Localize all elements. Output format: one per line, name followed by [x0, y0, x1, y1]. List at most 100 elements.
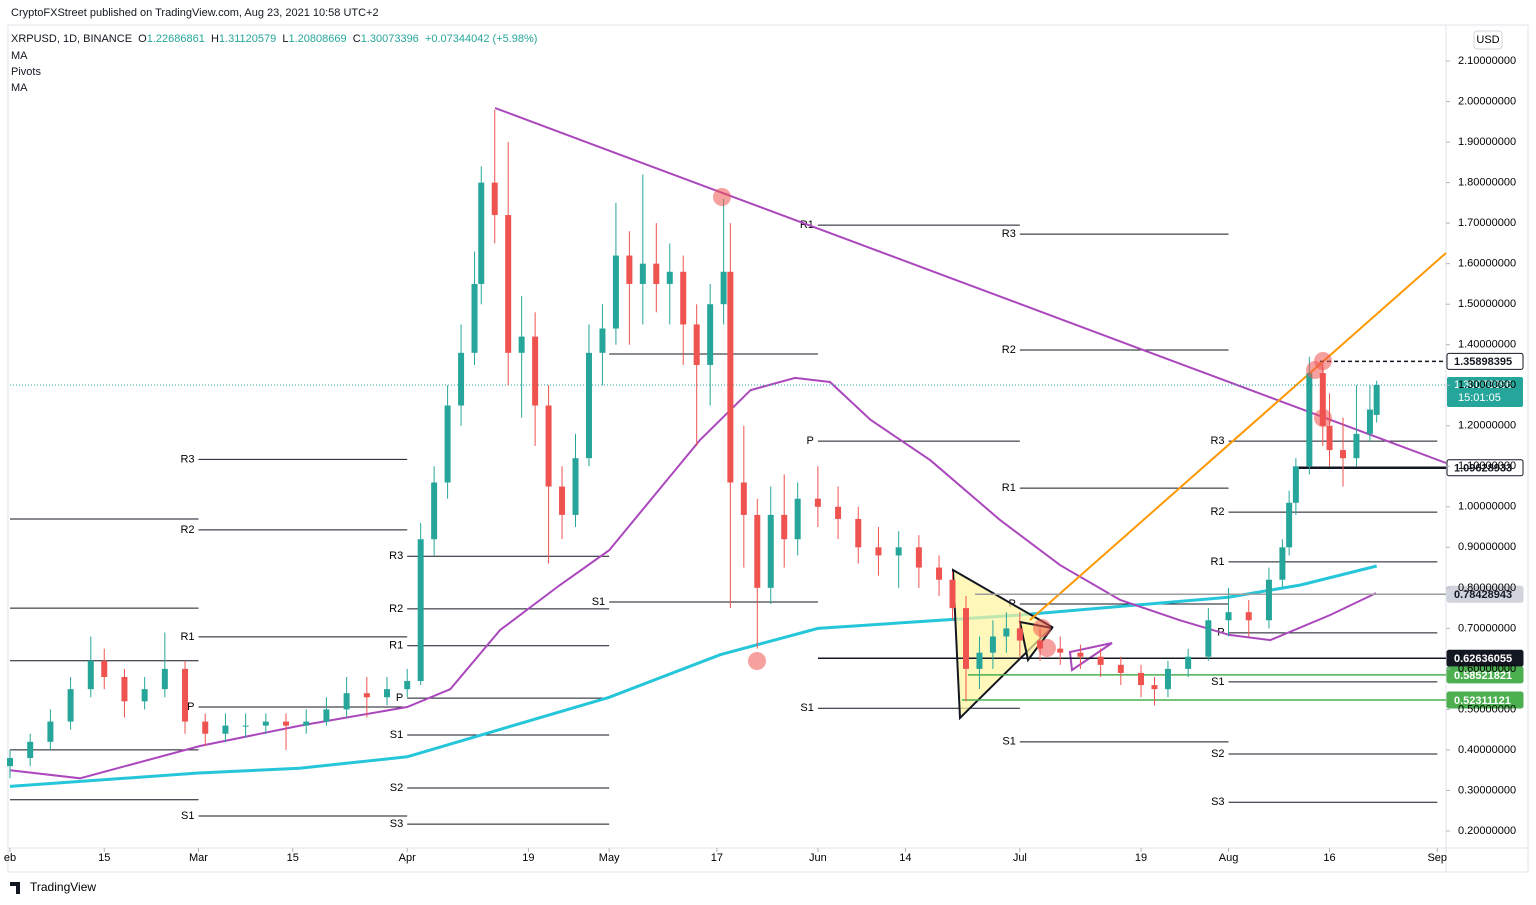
y-tick-label: 0.30000000 — [1458, 784, 1516, 796]
x-tick-label: Jun — [809, 852, 827, 864]
x-tick-label: Jul — [1013, 852, 1027, 864]
candle-body — [1265, 579, 1272, 621]
highlight — [1314, 352, 1332, 370]
candle-body — [680, 271, 687, 325]
pivot-label: R2 — [389, 603, 403, 615]
countdown: 15:01:05 — [1458, 392, 1501, 404]
symbol: XRPUSD, 1D, BINANCE — [11, 33, 133, 45]
x-tick-label: May — [599, 852, 620, 864]
pivot-label: S2 — [1211, 748, 1224, 760]
highlight — [1033, 619, 1051, 637]
ohlc-label: O — [138, 33, 147, 45]
x-tick-label: 16 — [1323, 852, 1335, 864]
frame — [7, 24, 1529, 873]
candle-body — [754, 514, 761, 588]
pivot-label: R2 — [180, 524, 194, 536]
candle-body — [7, 758, 13, 767]
candle-body — [417, 539, 424, 682]
candle-body — [781, 514, 788, 540]
candle-body — [478, 182, 485, 284]
y-tick-label: 0.50000000 — [1458, 703, 1516, 715]
pivot-label: R3 — [180, 453, 194, 465]
pivot-label: R1 — [389, 640, 403, 652]
candle-body — [532, 336, 539, 406]
y-tick-label: 1.60000000 — [1458, 258, 1516, 270]
pivot-label: S1 — [1211, 676, 1224, 688]
y-tick-label: 0.60000000 — [1458, 663, 1516, 675]
candle-body — [1057, 648, 1064, 653]
candle-body — [1205, 620, 1212, 657]
level-label-box — [1446, 691, 1524, 709]
logo: TradingView — [30, 880, 96, 894]
close-value: 1.30073396 — [360, 33, 419, 45]
candle-body — [936, 567, 943, 580]
pivot-label: P — [396, 692, 403, 704]
open-value: 1.22686861 — [146, 33, 205, 45]
candle-body — [559, 486, 566, 515]
axes: 0.20000000 0.30000000 0.40000000 0.50000000… — [4, 55, 1516, 864]
pivot-label: S1 — [800, 702, 813, 714]
candle-body — [323, 709, 330, 722]
candle-body — [639, 263, 646, 284]
y-tick-label: 2.00000000 — [1458, 95, 1516, 107]
candle-body — [404, 681, 411, 690]
drawings — [494, 107, 1447, 721]
pivot-label: S1 — [181, 810, 194, 822]
candle-body — [458, 352, 465, 406]
level-label-box — [1446, 649, 1524, 667]
y-tick-label: 1.10000000 — [1458, 460, 1516, 472]
x-tick-label: 15 — [98, 852, 110, 864]
candle-body — [1016, 628, 1023, 641]
y-tick-label: 1.40000000 — [1458, 339, 1516, 351]
candle-body — [384, 689, 391, 698]
y-tick-label: 0.90000000 — [1458, 541, 1516, 553]
candle-body — [1225, 612, 1232, 621]
currency[interactable]: USD — [1476, 34, 1499, 46]
ohlc-label: C — [352, 33, 361, 45]
ohlc-label: L — [282, 33, 289, 45]
highlight — [748, 652, 766, 670]
pivot-label: R1 — [1002, 482, 1016, 494]
ohlc-label: H — [210, 33, 219, 45]
candle-body — [727, 271, 734, 483]
x-tick-label: Apr — [399, 852, 416, 864]
candle-body — [1286, 502, 1293, 548]
y-tick-label: 1.90000000 — [1458, 136, 1516, 148]
candle-body — [612, 255, 619, 329]
level-label-box — [1446, 459, 1524, 477]
candle-body — [505, 215, 512, 353]
candle-body — [895, 547, 902, 556]
y-tick-label: 0.40000000 — [1458, 744, 1516, 756]
candle-body — [585, 352, 592, 459]
candle-body — [1097, 656, 1104, 665]
candle-body — [121, 676, 128, 702]
triangle-pattern — [951, 568, 1054, 721]
pivot-label: S1 — [592, 596, 605, 608]
x-tick-label: 17 — [711, 852, 723, 864]
level-label: 0.78428943 — [1454, 589, 1512, 601]
pivot-label: S1 — [390, 729, 403, 741]
candle-body — [1003, 628, 1010, 637]
candle-body — [572, 458, 579, 515]
candle-body — [740, 482, 747, 515]
candle-body — [222, 725, 229, 734]
candle-body — [161, 668, 168, 690]
candle-body — [47, 721, 54, 742]
candle-body — [1292, 466, 1299, 503]
candle-body — [1077, 652, 1084, 657]
level-label-box — [1446, 352, 1524, 370]
highlight — [1314, 409, 1332, 427]
candle-body — [1326, 425, 1333, 451]
pivot-label: R3 — [1210, 435, 1224, 447]
pivot-label: P — [807, 435, 814, 447]
currency-button[interactable] — [1473, 30, 1503, 50]
candle-body — [242, 725, 249, 727]
x-tick-label: 19 — [1135, 852, 1147, 864]
candle-body — [363, 693, 370, 698]
pivot-label: R1 — [1210, 556, 1224, 568]
y-tick-label: 1.80000000 — [1458, 177, 1516, 189]
candle-body — [1339, 450, 1346, 459]
candle-body — [1164, 668, 1171, 690]
candle-body — [431, 482, 438, 540]
